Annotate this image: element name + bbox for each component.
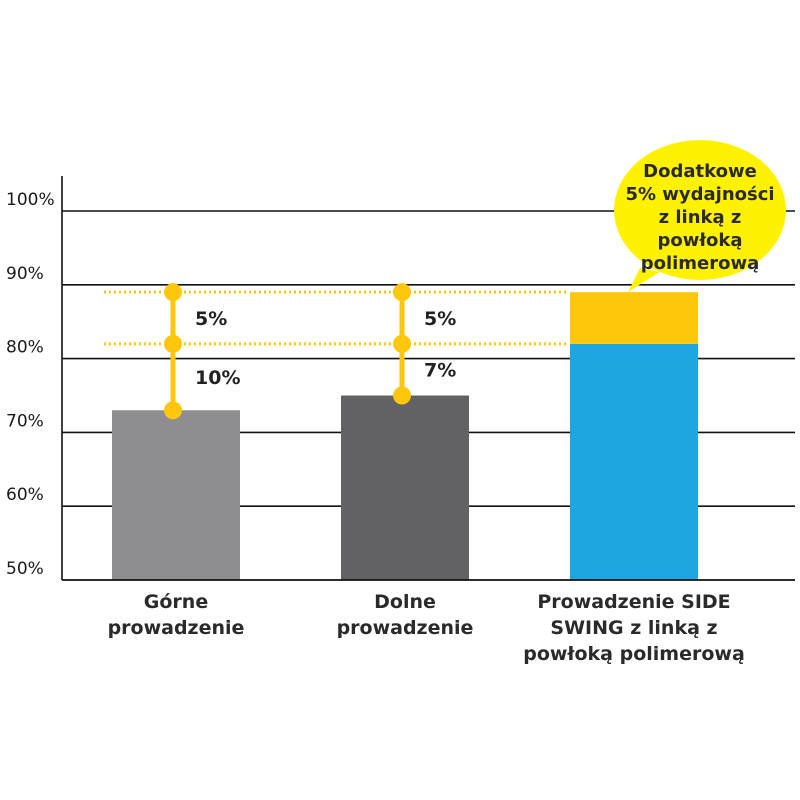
bar-2 (341, 395, 469, 580)
gap-dot-1-82 (393, 334, 411, 353)
callout-text-line-1: Dodatkowe (643, 161, 757, 182)
callout-text-line-2: 5% wydajności (625, 184, 774, 205)
category-label-2-line-1: Dolne (374, 591, 436, 613)
y-tick-label-50: 50% (6, 559, 44, 579)
y-tick-label-100: 100% (6, 190, 55, 210)
gap-dot-0-89 (164, 283, 182, 302)
bar-1 (112, 410, 240, 580)
callout-text-line-4: powłoką (657, 230, 742, 251)
category-label-3-line-2: SWING z linką z (550, 617, 717, 639)
gap-label-3: 5% (424, 308, 456, 330)
category-label-3-line-1: Prowadzenie SIDE (537, 591, 730, 613)
bar-3 (570, 343, 698, 580)
y-tick-label-70: 70% (6, 411, 44, 431)
category-label-1-line-1: Górne (144, 591, 208, 613)
callout-bubble (614, 140, 786, 280)
y-tick-label-90: 90% (6, 264, 44, 284)
category-label-1-line-2: prowadzenie (108, 617, 245, 639)
gap-label-2: 10% (195, 367, 240, 389)
gap-dot-1-89 (393, 283, 411, 302)
gap-dot-0-82 (164, 334, 182, 353)
category-label-2-line-2: prowadzenie (337, 617, 474, 639)
callout-text-line-3: z linką z (659, 207, 742, 228)
gap-label-1: 5% (195, 308, 227, 330)
y-tick-label-80: 80% (6, 338, 44, 358)
callout-text-line-5: polimerową (641, 253, 760, 274)
gap-dot-0-73 (164, 401, 182, 420)
y-tick-label-60: 60% (6, 485, 44, 505)
gap-dot-1-75 (393, 386, 411, 405)
callout-pointer (628, 268, 660, 292)
category-label-3-line-3: powłoką polimerową (523, 643, 745, 665)
bar-extra-segment (570, 292, 698, 344)
gap-label-4: 7% (424, 360, 456, 382)
